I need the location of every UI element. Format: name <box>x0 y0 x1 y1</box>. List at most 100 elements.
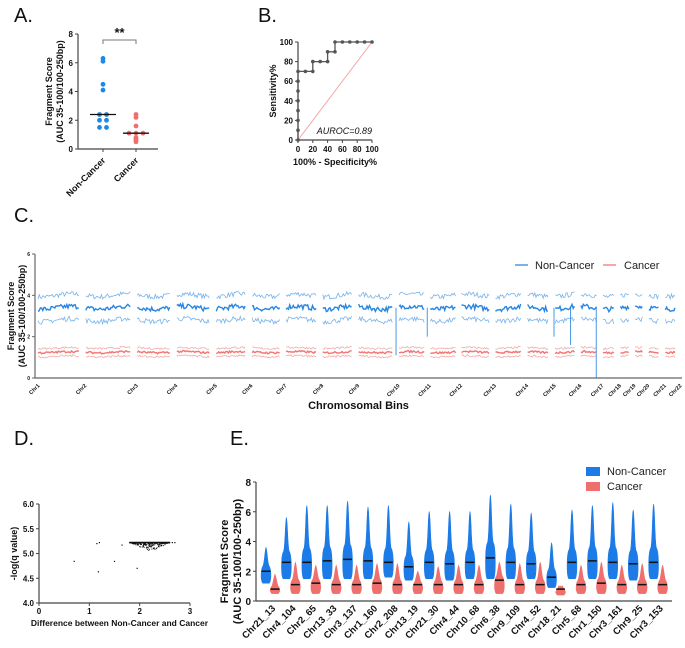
chromosome-tick-label: Chr2 <box>75 383 88 396</box>
y-axis-label: (AUC 35-100/100-250bp) <box>17 265 27 368</box>
legend-label-non-cancer: Non-Cancer <box>535 260 595 272</box>
x-tick-label: Cancer <box>112 155 141 184</box>
x-tick-label: Non-Cancer <box>64 155 107 198</box>
panel-label-d: D. <box>14 428 34 450</box>
y-tick-label: 5.5 <box>23 525 35 534</box>
data-point <box>153 547 155 549</box>
violin-non-cancer <box>546 542 557 588</box>
violin-cancer <box>392 563 403 594</box>
data-point <box>149 542 151 544</box>
violin-non-cancer <box>260 546 272 584</box>
data-point <box>143 546 145 548</box>
data-point <box>153 544 155 546</box>
roc-point <box>296 138 300 142</box>
data-point <box>163 545 165 547</box>
chromosome-tick-label: Chr9 <box>348 383 361 396</box>
y-tick-label: 0 <box>289 136 294 145</box>
data-point <box>135 544 137 546</box>
data-point <box>155 542 157 544</box>
chromosome-tick-label: Chr18 <box>608 383 623 398</box>
data-point <box>137 544 139 546</box>
significance-bracket <box>102 39 137 44</box>
violin-cancer <box>637 563 648 594</box>
y-tick-label: 6 <box>245 508 251 519</box>
mean-line-cancer <box>37 349 676 355</box>
violin-non-cancer <box>526 512 537 579</box>
data-point <box>159 542 161 544</box>
violin-non-cancer <box>607 502 618 579</box>
violin-cancer <box>514 563 525 594</box>
mean-line-non-cancer <box>37 301 676 314</box>
data-point <box>148 545 150 547</box>
violin-cancer <box>331 564 342 594</box>
data-point-cancer <box>133 139 139 145</box>
data-point <box>142 545 144 547</box>
chromosome-tick-label: Chr13 <box>483 383 498 398</box>
data-point <box>150 544 152 546</box>
x-axis-label: 100% - Specificity% <box>293 157 377 167</box>
chromosome-tick-label: Chr7 <box>275 383 288 396</box>
data-point <box>141 542 143 544</box>
chart-e-violin-plot: 0 2 4 6 8 Fragment Score (AUC 35-100/100-250bp… <box>219 466 672 641</box>
chromosome-tick-label: Chr17 <box>590 383 605 398</box>
chromosome-tick-label: Chr6 <box>241 383 254 396</box>
data-point <box>133 543 135 545</box>
data-point <box>158 544 160 546</box>
legend-label-cancer: Cancer <box>607 481 643 493</box>
data-point <box>146 546 148 548</box>
violin-cancer <box>433 565 444 594</box>
data-point-non-cancer <box>100 87 106 93</box>
data-point <box>151 542 153 544</box>
data-point <box>137 542 139 544</box>
data-point <box>160 544 162 546</box>
roc-point <box>296 69 300 74</box>
roc-point <box>348 40 352 44</box>
data-point <box>157 546 159 548</box>
violin-cancer <box>616 564 627 594</box>
data-point <box>121 544 123 546</box>
data-point <box>174 542 176 544</box>
data-point <box>149 544 151 546</box>
roc-point <box>296 79 300 83</box>
data-point <box>151 545 153 547</box>
data-point <box>139 542 141 544</box>
data-point <box>149 544 151 546</box>
data-point <box>158 543 160 545</box>
data-point <box>135 543 137 545</box>
x-tick-label: 20 <box>308 145 317 154</box>
y-axis-label: Fragment Score <box>6 282 16 351</box>
y-tick-label: 20 <box>284 116 293 125</box>
y-tick-label: 2 <box>69 116 74 125</box>
data-point <box>166 542 168 544</box>
data-point <box>151 544 153 546</box>
y-tick-label: 4 <box>69 88 74 97</box>
data-point <box>140 543 142 545</box>
chromosome-tick-label: Chr19 <box>622 383 637 398</box>
violin-cancer <box>290 561 301 594</box>
chromosome-tick-label: Chr22 <box>668 383 683 398</box>
chromosome-tick-label: Chr12 <box>449 383 464 398</box>
roc-point <box>296 118 300 123</box>
data-point <box>144 542 146 544</box>
band-lower-cancer <box>37 354 676 359</box>
band-upper-cancer <box>37 345 676 351</box>
data-point-non-cancer <box>97 125 102 130</box>
data-point <box>140 543 142 545</box>
data-point <box>151 548 153 550</box>
data-point <box>154 542 156 544</box>
violin-cancer <box>310 564 321 594</box>
violin-non-cancer <box>464 510 476 579</box>
y-axis-label: (AUC 35-100/100-250bp) <box>232 499 244 625</box>
violin-cancer <box>371 563 383 594</box>
data-point <box>148 542 150 544</box>
data-point <box>147 547 149 549</box>
data-point <box>154 548 156 550</box>
data-point <box>165 542 167 544</box>
data-point-cancer <box>133 114 139 120</box>
data-point <box>164 542 166 544</box>
data-point <box>132 542 134 544</box>
data-point-non-cancer <box>104 117 109 123</box>
violin-cancer <box>596 561 607 594</box>
data-point <box>152 548 154 550</box>
